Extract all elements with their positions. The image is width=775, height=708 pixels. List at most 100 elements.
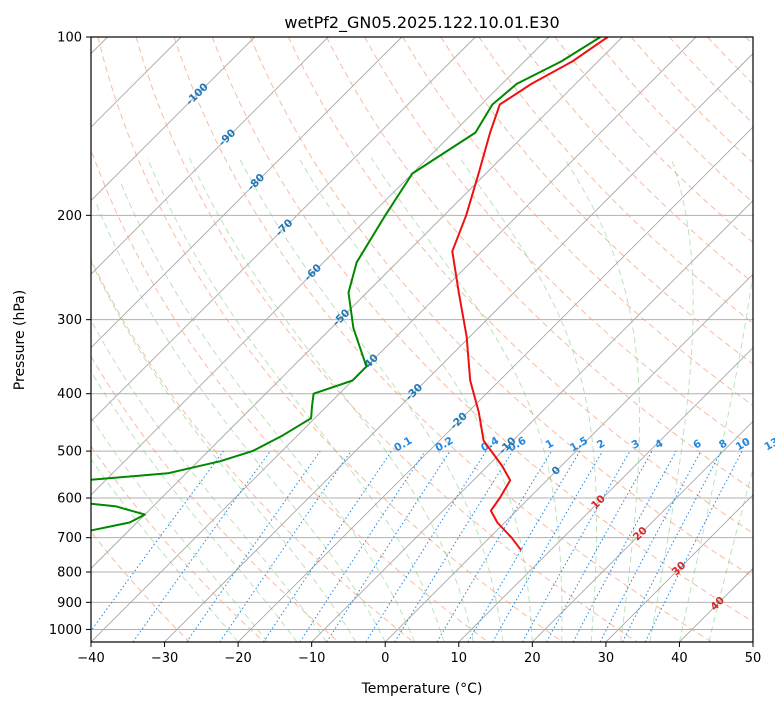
mixing-ratio-line bbox=[263, 450, 392, 642]
mixing-ratio-label: 3 bbox=[630, 437, 642, 451]
y-tick-label: 600 bbox=[57, 492, 82, 507]
x-tick-label: −40 bbox=[77, 651, 104, 666]
plot-frame bbox=[90, 36, 754, 643]
moist-adiabat bbox=[298, 157, 533, 642]
isotherm-line bbox=[91, 37, 476, 422]
mixing-ratio-label: 4 bbox=[653, 437, 665, 451]
isotherm-line bbox=[384, 273, 753, 642]
dry-adiabat bbox=[478, 37, 753, 324]
isotherm-line bbox=[91, 37, 329, 275]
mixing-ratio-label: 13 bbox=[762, 436, 775, 454]
dry-adiabat bbox=[554, 37, 753, 244]
dry-adiabat bbox=[91, 258, 414, 642]
x-tick-label: 30 bbox=[598, 651, 615, 666]
moist-adiabat bbox=[91, 458, 239, 642]
mixing-ratio-line bbox=[91, 450, 224, 632]
x-tick-label: −30 bbox=[151, 651, 178, 666]
moist-adiabat bbox=[708, 467, 753, 642]
isotherm-line bbox=[91, 37, 697, 642]
y-tick-label: 500 bbox=[57, 445, 82, 460]
isotherm-line bbox=[91, 37, 255, 202]
dewpoint-profile bbox=[91, 37, 601, 532]
mixing-ratio-line bbox=[365, 450, 487, 642]
dry-adiabat bbox=[173, 37, 713, 642]
mixing-ratio-line bbox=[467, 450, 581, 642]
y-tick-label: 900 bbox=[57, 596, 82, 611]
mixing-ratio-line bbox=[522, 450, 631, 642]
isotherm-line bbox=[458, 347, 753, 642]
moist-adiabat bbox=[678, 269, 753, 642]
x-tick-label: −20 bbox=[224, 651, 251, 666]
temperature-profile bbox=[451, 37, 609, 551]
mixing-ratio-label: 6 bbox=[691, 438, 703, 452]
x-axis: −40 −30 −20 −10 0 10 20 30 40 50 bbox=[77, 642, 761, 666]
mixing-ratio-line bbox=[186, 450, 321, 642]
y-tick-label: 300 bbox=[57, 313, 82, 328]
mixing-ratio-label: 1 bbox=[543, 437, 555, 451]
y-tick-label: 700 bbox=[57, 531, 82, 546]
x-tick-label: 0 bbox=[381, 651, 389, 666]
x-tick-label: 40 bbox=[671, 651, 688, 666]
moist-adiabat bbox=[370, 157, 563, 642]
dry-adiabat bbox=[249, 37, 753, 578]
mixing-ratio-line bbox=[546, 450, 653, 642]
isotherm-line bbox=[311, 200, 753, 642]
y-tick-label: 100 bbox=[57, 31, 82, 46]
isotherm-line bbox=[237, 126, 753, 642]
y-tick-label: 800 bbox=[57, 566, 82, 581]
sounding-profiles bbox=[91, 37, 609, 551]
dry-adiabat bbox=[91, 445, 265, 642]
dry-adiabat bbox=[707, 37, 753, 85]
y-tick-label: 400 bbox=[57, 387, 82, 402]
isotherm-line bbox=[605, 494, 753, 642]
y-axis: 100 200 300 400 500 600 700 800 900 1000 bbox=[49, 31, 91, 638]
x-tick-label: 20 bbox=[524, 651, 541, 666]
dry-adiabat bbox=[91, 355, 340, 642]
mixing-ratio-label: 8 bbox=[717, 437, 729, 451]
moist-adiabat bbox=[146, 157, 445, 642]
background-lines bbox=[91, 37, 753, 642]
mixing-ratio-line bbox=[644, 450, 743, 642]
y-tick-label: 200 bbox=[57, 209, 82, 224]
dry-adiabat bbox=[592, 37, 753, 204]
chart-title: wetPf2_GN05.2025.122.10.01.E30 bbox=[284, 13, 559, 33]
moist-adiabat bbox=[91, 416, 268, 642]
dry-adiabat bbox=[669, 37, 753, 125]
moist-adiabat bbox=[119, 180, 416, 642]
moist-adiabat bbox=[91, 319, 327, 642]
isotherm-line bbox=[752, 641, 753, 642]
moist-adiabat bbox=[563, 157, 641, 642]
dry-adiabat bbox=[440, 37, 753, 365]
x-tick-label: 50 bbox=[745, 651, 762, 666]
dry-adiabat bbox=[326, 37, 753, 491]
mixing-ratio-line bbox=[219, 450, 352, 642]
x-axis-label: Temperature (°C) bbox=[361, 681, 483, 697]
isotherm-line bbox=[532, 420, 753, 642]
y-axis-label: Pressure (hPa) bbox=[12, 290, 28, 390]
isotherm-line bbox=[91, 37, 623, 570]
mixing-ratio-line bbox=[599, 450, 702, 642]
dry-adiabat bbox=[91, 531, 191, 642]
y-tick-label: 1000 bbox=[49, 623, 82, 638]
moist-adiabat bbox=[459, 157, 598, 642]
isotherm-line bbox=[679, 567, 753, 642]
mixing-ratio-line bbox=[132, 450, 271, 642]
moist-adiabat bbox=[95, 201, 386, 642]
isotherm-line bbox=[91, 37, 403, 349]
moist-adiabat bbox=[91, 260, 357, 642]
x-tick-label: −10 bbox=[298, 651, 325, 666]
mixing-ratio-line bbox=[326, 450, 451, 642]
dry-adiabat bbox=[97, 37, 563, 642]
dry-adiabat bbox=[91, 148, 489, 642]
dry-adiabat bbox=[402, 37, 753, 407]
mixing-ratio-line bbox=[394, 450, 514, 642]
mixing-ratio-line bbox=[572, 450, 677, 642]
dry-adiabat bbox=[135, 37, 638, 642]
dry-adiabat bbox=[287, 37, 753, 534]
x-tick-label: 10 bbox=[451, 651, 468, 666]
isotherm-line bbox=[91, 37, 550, 496]
mixing-ratio-line bbox=[299, 450, 426, 642]
dry-adiabat bbox=[745, 37, 753, 46]
mixing-ratio-label: 2 bbox=[595, 437, 607, 451]
